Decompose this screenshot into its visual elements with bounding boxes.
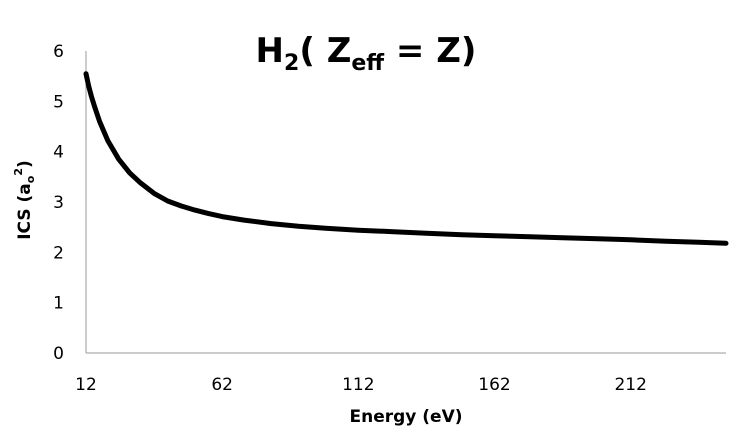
y-tick-label: 4 <box>53 143 64 163</box>
y-tick-label: 2 <box>53 243 64 263</box>
x-tick-label: 12 <box>75 375 97 395</box>
series-line <box>83 71 729 246</box>
title-rest: = Z) <box>384 31 476 71</box>
y-tick-label: 3 <box>53 193 64 213</box>
y-label-close: ) <box>15 160 35 168</box>
x-ticks: 12 62 112 162 212 <box>75 375 647 395</box>
y-label-text: ICS (a <box>15 183 35 240</box>
y-label-sup: 2 <box>12 168 25 176</box>
x-tick-label: 112 <box>342 375 374 395</box>
title-main: H <box>256 31 284 71</box>
y-ticks: 0 1 2 3 4 5 6 <box>53 42 64 364</box>
x-tick-label: 162 <box>478 375 510 395</box>
y-tick-label: 1 <box>53 294 64 314</box>
y-axis-label: ICS (ao2) <box>12 160 37 240</box>
y-tick-label: 0 <box>53 344 64 364</box>
title-paren-open: ( Z <box>299 31 351 71</box>
y-label-sub: o <box>24 175 37 183</box>
title-main-sub: 2 <box>284 51 299 76</box>
title-z-sub: eff <box>351 51 385 76</box>
y-tick-label: 6 <box>53 42 64 62</box>
chart-title: H2( Zeff = Z) <box>256 31 477 76</box>
x-tick-label: 62 <box>211 375 233 395</box>
y-tick-label: 5 <box>53 92 64 112</box>
x-tick-label: 212 <box>614 375 646 395</box>
x-axis-label: Energy (eV) <box>349 407 462 427</box>
